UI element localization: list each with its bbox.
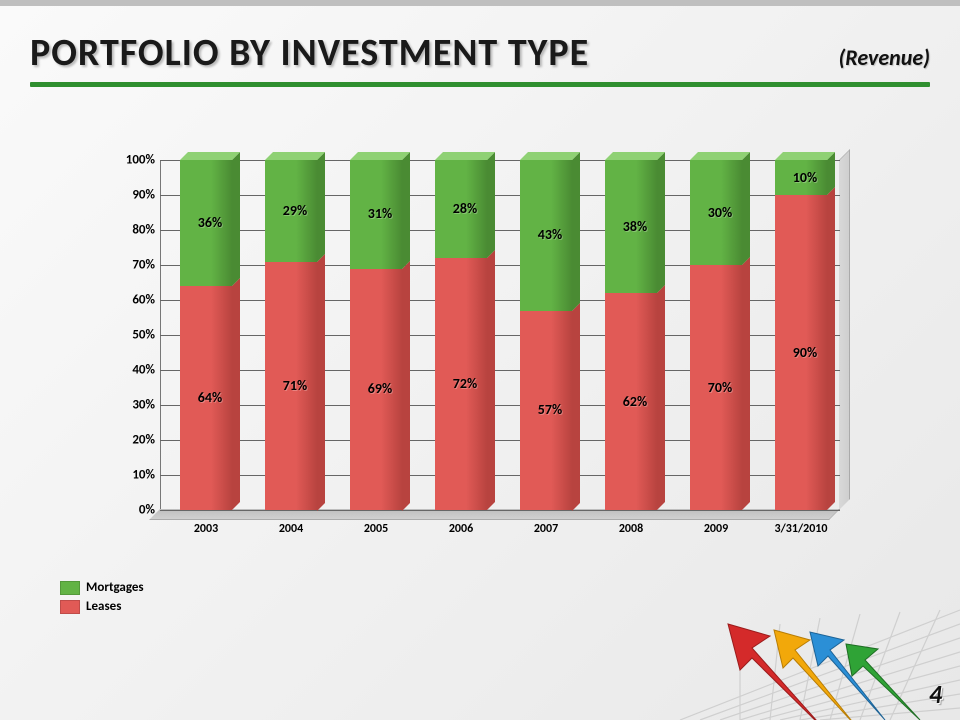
legend-swatch	[60, 581, 80, 595]
y-tick: 50%	[100, 328, 155, 343]
plot: 0%10%20%30%40%50%60%70%80%90%100%64%36%2…	[160, 160, 840, 510]
bar-segment-mortgages	[435, 160, 487, 258]
bar-segment-mortgages	[775, 160, 827, 195]
bar-segment-leases	[180, 286, 232, 510]
arrow-blue-icon	[810, 632, 885, 720]
title-block: PORTFOLIO BY INVESTMENT TYPE (Revenue)	[30, 30, 930, 87]
arrow-red-icon	[728, 624, 825, 720]
x-tick-label: 2005	[338, 522, 414, 536]
legend-swatch	[60, 600, 80, 614]
legend-label: Leases	[86, 599, 121, 614]
bar-column: 69%31%2005	[350, 160, 402, 510]
bar-segment-mortgages	[180, 160, 232, 286]
y-tick: 100%	[100, 153, 155, 168]
legend-item: Leases	[60, 599, 144, 614]
legend-item: Mortgages	[60, 580, 144, 595]
y-tick: 40%	[100, 363, 155, 378]
x-tick-label: 2004	[253, 522, 329, 536]
bar-segment-leases	[350, 269, 402, 511]
top-bar	[0, 0, 960, 6]
bar-segment-leases	[265, 262, 317, 511]
y-tick: 60%	[100, 293, 155, 308]
bar-column: 62%38%2008	[605, 160, 657, 510]
y-tick: 0%	[100, 503, 155, 518]
bar-segment-leases	[520, 311, 572, 511]
page-number: 4	[929, 678, 942, 710]
x-tick-label: 3/31/2010	[763, 522, 839, 536]
y-tick: 80%	[100, 223, 155, 238]
x-tick-label: 2008	[593, 522, 669, 536]
y-tick: 20%	[100, 433, 155, 448]
bar-segment-leases	[605, 293, 657, 510]
bar-column: 64%36%2003	[180, 160, 232, 510]
x-tick-label: 2006	[423, 522, 499, 536]
slide-subtitle: (Revenue)	[838, 44, 930, 71]
x-tick-label: 2007	[508, 522, 584, 536]
bar-segment-mortgages	[265, 160, 317, 262]
x-tick-label: 2003	[168, 522, 244, 536]
arrow-green-icon	[846, 644, 920, 720]
corner-decoration	[620, 520, 960, 720]
bar-segment-leases	[690, 265, 742, 510]
y-tick: 10%	[100, 468, 155, 483]
legend: Mortgages Leases	[60, 580, 144, 618]
grid-line	[160, 510, 840, 511]
y-tick: 90%	[100, 188, 155, 203]
slide: PORTFOLIO BY INVESTMENT TYPE (Revenue) 0…	[0, 0, 960, 720]
bar-column: 90%10%3/31/2010	[775, 160, 827, 510]
y-tick: 70%	[100, 258, 155, 273]
title-underline	[30, 82, 930, 87]
bar-column: 72%28%2006	[435, 160, 487, 510]
x-tick-label: 2009	[678, 522, 754, 536]
bar-column: 70%30%2009	[690, 160, 742, 510]
legend-label: Mortgages	[86, 580, 144, 595]
slide-title: PORTFOLIO BY INVESTMENT TYPE	[30, 30, 589, 76]
chart: 0%10%20%30%40%50%60%70%80%90%100%64%36%2…	[100, 160, 840, 540]
bar-segment-mortgages	[350, 160, 402, 269]
bar-segment-leases	[435, 258, 487, 510]
bar-segment-mortgages	[520, 160, 572, 311]
bar-segment-mortgages	[605, 160, 657, 293]
plot-side-wall	[839, 149, 850, 510]
bar-segment-leases	[775, 195, 827, 510]
arrow-orange-icon	[774, 630, 855, 720]
y-tick: 30%	[100, 398, 155, 413]
bar-column: 71%29%2004	[265, 160, 317, 510]
perspective-grid-icon	[680, 610, 960, 720]
bar-column: 57%43%2007	[520, 160, 572, 510]
bar-segment-mortgages	[690, 160, 742, 265]
